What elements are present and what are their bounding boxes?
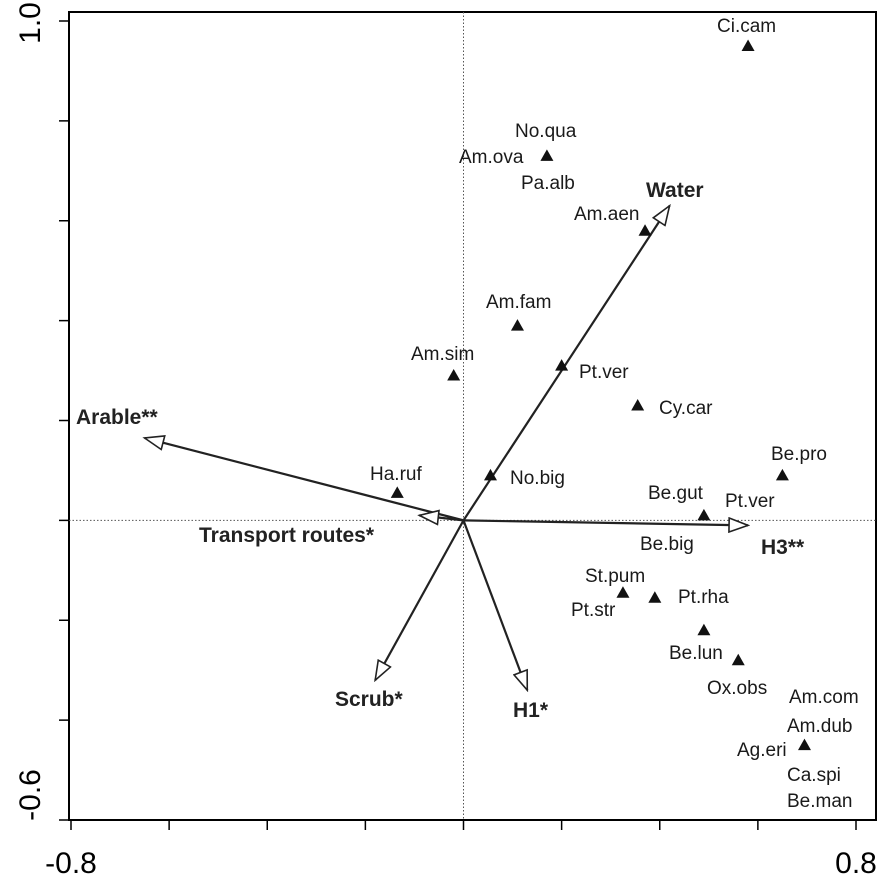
species-label-am-com: Am.com: [789, 687, 859, 708]
species-label-ca-spi: Ca.spi: [787, 765, 841, 786]
species-points: [390, 39, 811, 751]
species-point-pt-rha: [648, 591, 662, 603]
species-point-be-lun: [697, 623, 711, 636]
species-label-be-gut: Be.gut: [648, 483, 704, 504]
plot-frame: [68, 11, 877, 821]
species-label-pt-ver-2: Pt.ver: [725, 491, 775, 512]
species-point-pt-ver: [555, 359, 569, 371]
y-axis: [59, 20, 69, 821]
y-tick-label-max: 1.0: [14, 2, 47, 44]
species-point-am-sim: [447, 369, 461, 381]
vector-arrow-h1: [462, 519, 529, 690]
species-point-st-pum: [616, 586, 630, 598]
species-label-be-man: Be.man: [787, 791, 852, 812]
species-point-am-ova: [540, 149, 554, 161]
x-tick-label-max: 0.8: [835, 847, 877, 880]
species-labels: Ci.cam No.qua Am.ova Pa.alb Am.aen Am.fa…: [370, 16, 859, 812]
species-label-no-qua: No.qua: [515, 121, 577, 142]
species-label-am-fam: Am.fam: [486, 292, 551, 313]
species-label-ci-cam: Ci.cam: [717, 16, 776, 37]
vector-label-h1: H1*: [513, 699, 549, 722]
vector-label-transport-routes: Transport routes*: [199, 524, 375, 547]
species-label-am-ova: Am.ova: [459, 147, 524, 168]
species-label-be-big: Be.big: [640, 534, 694, 555]
species-point-ha-ruf: [390, 486, 404, 498]
species-label-am-sim: Am.sim: [411, 344, 474, 365]
species-point-ci-cam: [741, 39, 755, 51]
species-label-pt-rha: Pt.rha: [678, 587, 729, 608]
species-label-be-lun: Be.lun: [669, 643, 723, 664]
x-tick-labels: -0.8 0.8: [45, 847, 877, 880]
species-label-ag-eri: Ag.eri: [737, 740, 787, 761]
environmental-vectors: [145, 206, 748, 690]
vector-label-arable: Arable**: [76, 406, 159, 429]
vector-arrow-transport-routes: [419, 515, 464, 520]
vector-arrow-water: [462, 206, 670, 521]
species-point-am-aen: [638, 224, 652, 236]
species-point-be-gut: [697, 508, 711, 521]
species-point-cy-car: [631, 399, 645, 411]
species-point-am-fam: [510, 319, 524, 331]
vector-arrow-scrub: [375, 519, 465, 680]
species-label-pa-alb: Pa.alb: [521, 173, 575, 194]
species-point-be-pro: [775, 468, 789, 481]
species-point-ag-eri: [797, 738, 811, 751]
vector-arrow-h3: [463, 520, 749, 525]
species-label-no-big: No.big: [510, 468, 565, 489]
species-label-am-dub: Am.dub: [787, 716, 852, 737]
species-label-be-pro: Be.pro: [771, 444, 827, 465]
x-axis: [70, 820, 857, 830]
species-point-no-big: [483, 468, 497, 481]
species-label-cy-car: Cy.car: [659, 398, 713, 419]
y-tick-labels: 1.0 -0.6: [14, 2, 47, 821]
species-point-ox-obs: [731, 653, 745, 666]
species-label-ha-ruf: Ha.ruf: [370, 464, 422, 485]
x-tick-label-min: -0.8: [45, 847, 97, 880]
species-label-pt-str: Pt.str: [571, 600, 616, 621]
species-label-pt-ver: Pt.ver: [579, 362, 629, 383]
vector-label-h3: H3**: [761, 536, 805, 559]
vector-labels: Water Arable** Transport routes* H3** Sc…: [76, 179, 805, 722]
species-label-ox-obs: Ox.obs: [707, 678, 767, 699]
vector-label-scrub: Scrub*: [335, 688, 404, 711]
vector-arrow-arable: [145, 438, 464, 522]
species-label-st-pum: St.pum: [585, 566, 645, 587]
species-label-am-aen: Am.aen: [574, 204, 639, 225]
vector-label-water: Water: [646, 179, 704, 202]
y-tick-label-min: -0.6: [14, 769, 47, 821]
